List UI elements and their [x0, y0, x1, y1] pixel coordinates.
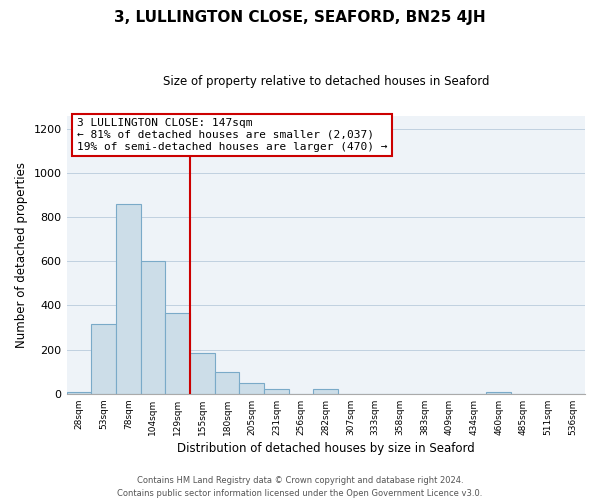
Title: Size of property relative to detached houses in Seaford: Size of property relative to detached ho… — [163, 75, 489, 88]
Bar — [140, 262, 165, 394]
Bar — [486, 392, 511, 394]
Bar — [190, 353, 215, 394]
Bar — [91, 324, 116, 394]
Bar — [239, 384, 264, 394]
Bar — [313, 390, 338, 394]
Bar — [116, 204, 140, 394]
Text: Contains HM Land Registry data © Crown copyright and database right 2024.
Contai: Contains HM Land Registry data © Crown c… — [118, 476, 482, 498]
Bar — [264, 390, 289, 394]
Bar — [67, 392, 91, 394]
Text: 3, LULLINGTON CLOSE, SEAFORD, BN25 4JH: 3, LULLINGTON CLOSE, SEAFORD, BN25 4JH — [114, 10, 486, 25]
Bar — [215, 372, 239, 394]
Bar — [165, 313, 190, 394]
X-axis label: Distribution of detached houses by size in Seaford: Distribution of detached houses by size … — [177, 442, 475, 455]
Y-axis label: Number of detached properties: Number of detached properties — [15, 162, 28, 348]
Text: 3 LULLINGTON CLOSE: 147sqm
← 81% of detached houses are smaller (2,037)
19% of s: 3 LULLINGTON CLOSE: 147sqm ← 81% of deta… — [77, 118, 388, 152]
